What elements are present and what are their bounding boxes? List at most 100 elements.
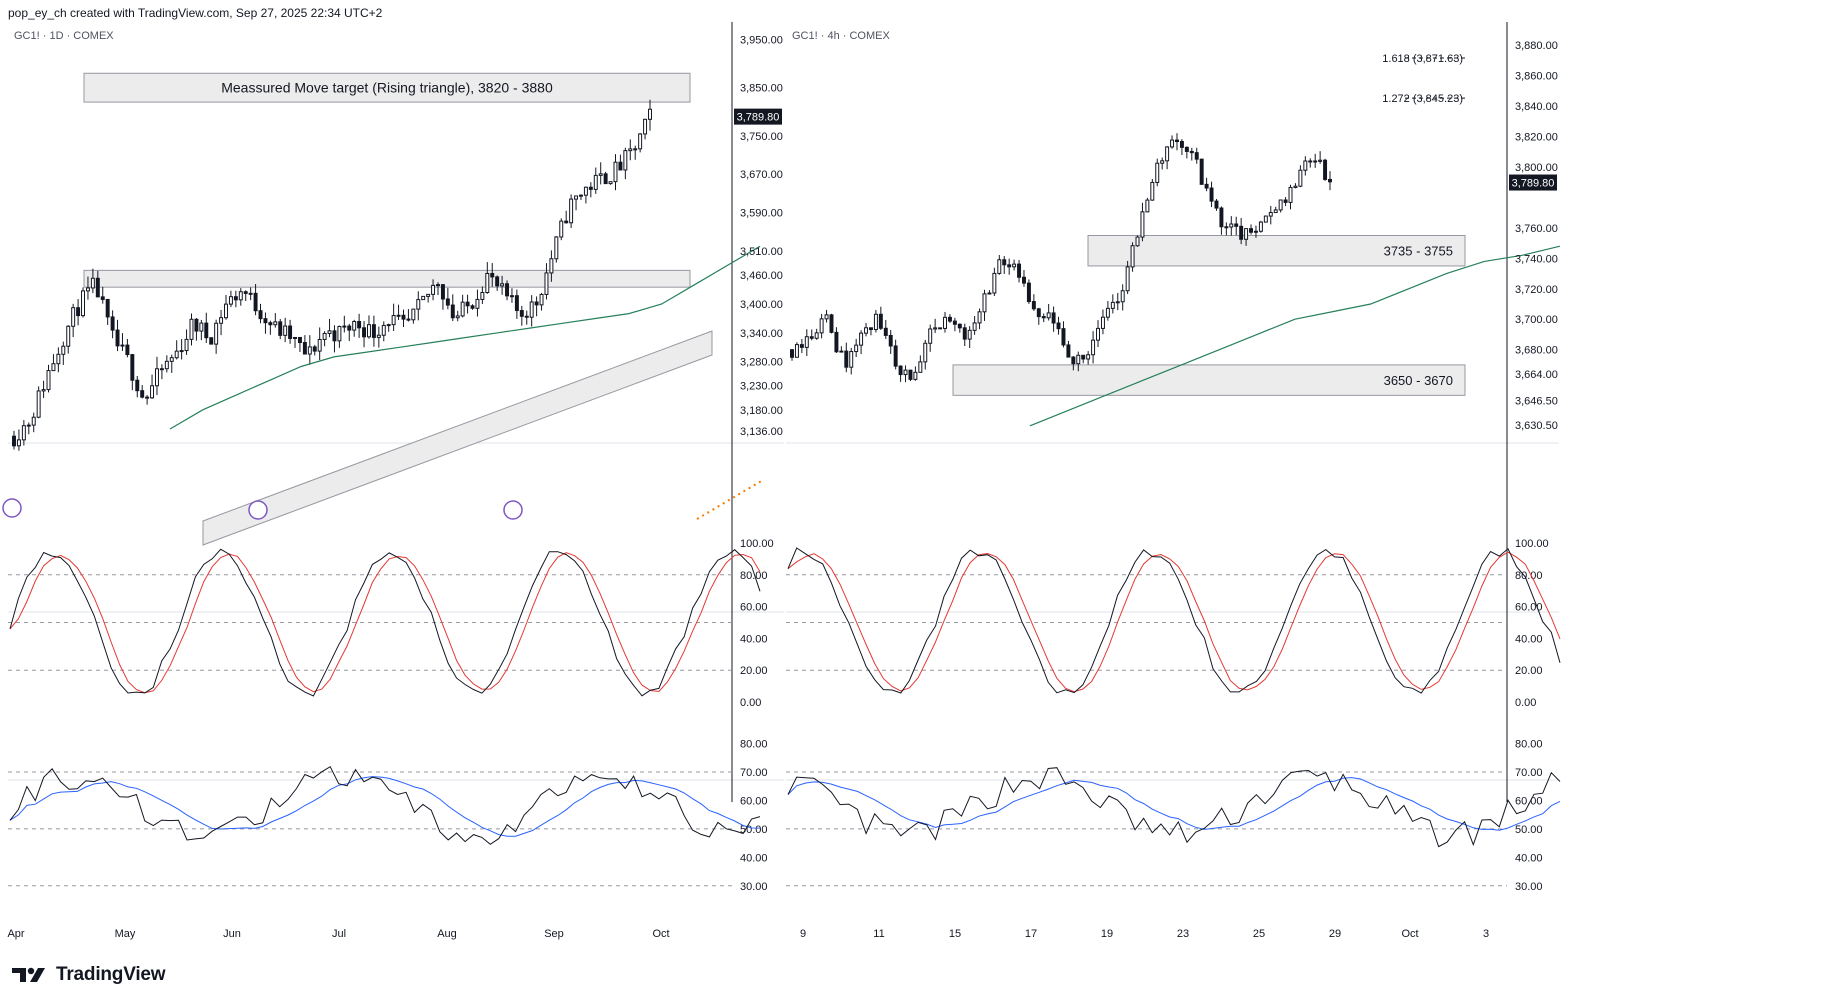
candle (623, 150, 628, 171)
tradingview-brand: TradingView (56, 964, 166, 985)
stochastic-tick-label: 0.00 (740, 697, 761, 709)
candle (130, 354, 135, 381)
candle (16, 439, 21, 447)
candle (1135, 236, 1140, 247)
candle (947, 316, 952, 322)
price-tick-label: 3,880.00 (1515, 40, 1558, 52)
candle (908, 369, 913, 380)
candle (903, 369, 908, 376)
time-tick-label: 19 (1101, 928, 1113, 940)
candle (539, 293, 544, 306)
stochastic-k-line (9, 548, 761, 697)
candle (199, 322, 204, 332)
candle (1012, 263, 1017, 268)
candle (505, 283, 510, 297)
candle (1071, 356, 1076, 365)
candle (859, 332, 864, 346)
candle (1273, 209, 1278, 214)
candle (1007, 264, 1012, 268)
stochastic-d-line (9, 552, 761, 694)
candle (1051, 312, 1056, 324)
chart-title: GC1! · 1D · COMEX (14, 30, 114, 42)
candle (888, 334, 893, 347)
current-price-label: 3,789.80 (737, 112, 780, 124)
candle (583, 186, 588, 196)
candle (1175, 139, 1179, 143)
candle (839, 350, 844, 353)
candle (51, 363, 56, 372)
candle (1249, 228, 1254, 233)
candle (613, 161, 618, 183)
candle (819, 318, 824, 334)
candle (85, 287, 90, 292)
candle (1234, 223, 1239, 227)
candle (898, 365, 903, 376)
candle (1268, 212, 1273, 217)
candle (1293, 185, 1298, 188)
candle (628, 148, 633, 152)
stochastic-tick-label: 100.00 (740, 538, 774, 550)
candle (1199, 158, 1204, 185)
candle (159, 368, 164, 371)
rsi-tick-label: 50.00 (1515, 824, 1543, 836)
candle (849, 351, 854, 368)
candle (1239, 225, 1244, 240)
candle (1313, 160, 1318, 163)
candle (549, 258, 554, 274)
candle (1179, 141, 1184, 148)
candle (228, 296, 233, 305)
candle (1194, 152, 1199, 160)
candle (495, 276, 500, 287)
candle (490, 272, 495, 278)
stochastic-k-line (787, 547, 1561, 694)
event-marker-icon (503, 500, 523, 520)
candle (1125, 266, 1130, 292)
stochastic-d-line (787, 551, 1561, 693)
stochastic-tick-label: 80.00 (740, 570, 768, 582)
price-tick-label: 3,800.00 (1515, 162, 1558, 174)
candle (1219, 207, 1224, 228)
price-tick-label: 3,136.00 (740, 426, 783, 438)
candle (436, 284, 440, 287)
time-tick-label: 15 (949, 928, 961, 940)
time-tick-label: 29 (1329, 928, 1341, 940)
candle (868, 327, 873, 331)
time-tick-label: Oct (652, 928, 669, 940)
candle (475, 298, 480, 309)
current-price-label-bg (734, 108, 782, 125)
projection-dotted-line (696, 479, 764, 520)
candle (1244, 228, 1249, 240)
price-tick-label: 3,740.00 (1515, 253, 1558, 265)
candle (1096, 327, 1100, 341)
candle (169, 357, 174, 362)
candle (455, 315, 460, 319)
candle (71, 307, 76, 327)
time-tick-label: Jun (223, 928, 241, 940)
candle (100, 296, 105, 300)
candle (357, 321, 362, 329)
candle (643, 118, 648, 135)
candle (967, 329, 972, 340)
time-tick-label: Jul (332, 928, 346, 940)
tradingview-logo[interactable]: TradingView (12, 964, 166, 986)
candle (445, 298, 450, 306)
rsi-moving-average-line (9, 776, 761, 837)
candle (559, 220, 564, 238)
candle (992, 272, 997, 294)
candle (1017, 263, 1022, 278)
chart-attribution: pop_ey_ch created with TradingView.com, … (8, 6, 383, 20)
candle (1283, 199, 1288, 203)
candle (1318, 159, 1323, 162)
candle (273, 321, 278, 326)
rsi-tick-label: 70.00 (740, 767, 768, 779)
current-price-label-bg (1509, 174, 1557, 191)
candle (943, 316, 947, 329)
price-tick-label: 3,230.00 (740, 381, 783, 393)
candle (485, 272, 490, 293)
candle (873, 313, 878, 331)
candle (440, 284, 445, 300)
candle (1288, 186, 1293, 203)
candle (574, 195, 579, 200)
price-tick-label: 3,664.00 (1515, 369, 1558, 381)
candle (189, 318, 194, 340)
